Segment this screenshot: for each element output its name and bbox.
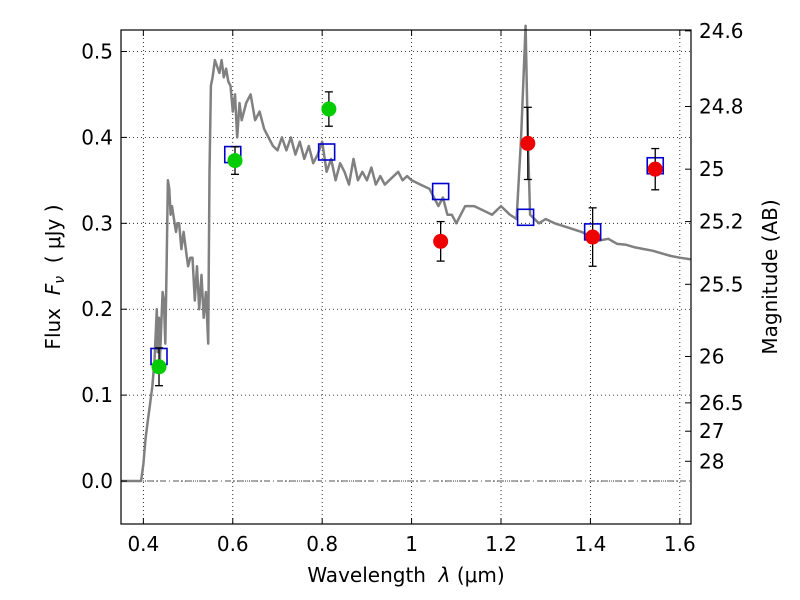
x-tick-label: 0.4	[127, 532, 159, 556]
y2-tick-label: 26.5	[699, 391, 744, 415]
observed-points	[151, 101, 663, 375]
y-tick-label: 0.4	[81, 125, 113, 149]
x-axis-title-prefix: Wavelength	[307, 563, 438, 587]
model-photometry-box	[431, 182, 450, 201]
y2-tick-label: 28	[699, 449, 724, 473]
y-axis-title-unit: ( μJy )	[41, 204, 65, 276]
plot-frame	[120, 29, 692, 525]
x-tick-label: 1.2	[485, 532, 517, 556]
y-axis-title: Flux Fν ( μJy )	[41, 204, 68, 349]
y-tick-label: 0.2	[81, 297, 113, 321]
green-observed-point	[321, 101, 337, 117]
green-observed-point	[151, 359, 167, 375]
model-spectrum-line	[121, 24, 692, 483]
error-bars	[155, 91, 660, 387]
red-observed-point	[585, 229, 601, 245]
y-tick-label: 0.3	[81, 211, 113, 235]
y2-axis-title: Magnitude (AB)	[758, 199, 782, 354]
red-observed-point	[433, 233, 449, 249]
x-axis-title: Wavelength λ (μm)	[307, 563, 504, 587]
y2-tick-label: 25	[699, 157, 724, 181]
x-tick-label: 0.6	[217, 532, 249, 556]
y-axis-title-prefix: Flux	[41, 295, 65, 349]
y-tick-label: 0.0	[81, 469, 113, 493]
y2-tick-label: 25.2	[699, 210, 744, 234]
green-observed-point	[227, 153, 243, 169]
y-axis-title-subscript: ν	[52, 276, 68, 284]
y2-tick-label: 24.6	[699, 19, 744, 43]
y-tick-label: 0.1	[81, 383, 113, 407]
model-spectrum	[121, 24, 692, 483]
grid-lines	[121, 30, 691, 524]
y-axis-title-symbol: F	[41, 283, 65, 295]
x-axis-title-symbol: λ	[438, 563, 451, 587]
tick-labels: 0.4 0.6 0.8 1 1.2 1.4 1.6 0.0 0.1 0.2 0.3 0.4 0.5 24.…	[81, 19, 743, 556]
red-observed-point	[647, 161, 663, 177]
y2-tick-label: 27	[699, 419, 724, 443]
axis-ticks	[121, 30, 691, 524]
y2-tick-label: 26	[699, 344, 724, 368]
y2-tick-label: 24.8	[699, 94, 744, 118]
y-tick-label: 0.5	[81, 39, 113, 63]
x-tick-label: 1	[405, 532, 418, 556]
x-tick-label: 1.4	[575, 532, 607, 556]
x-axis-title-unit: (μm)	[451, 563, 505, 587]
red-observed-point	[520, 135, 536, 151]
x-tick-label: 0.8	[306, 532, 338, 556]
model-photometry-box	[317, 143, 336, 161]
model-photometry-box	[516, 208, 535, 227]
x-tick-label: 1.6	[664, 532, 696, 556]
y2-tick-label: 25.5	[699, 272, 744, 296]
